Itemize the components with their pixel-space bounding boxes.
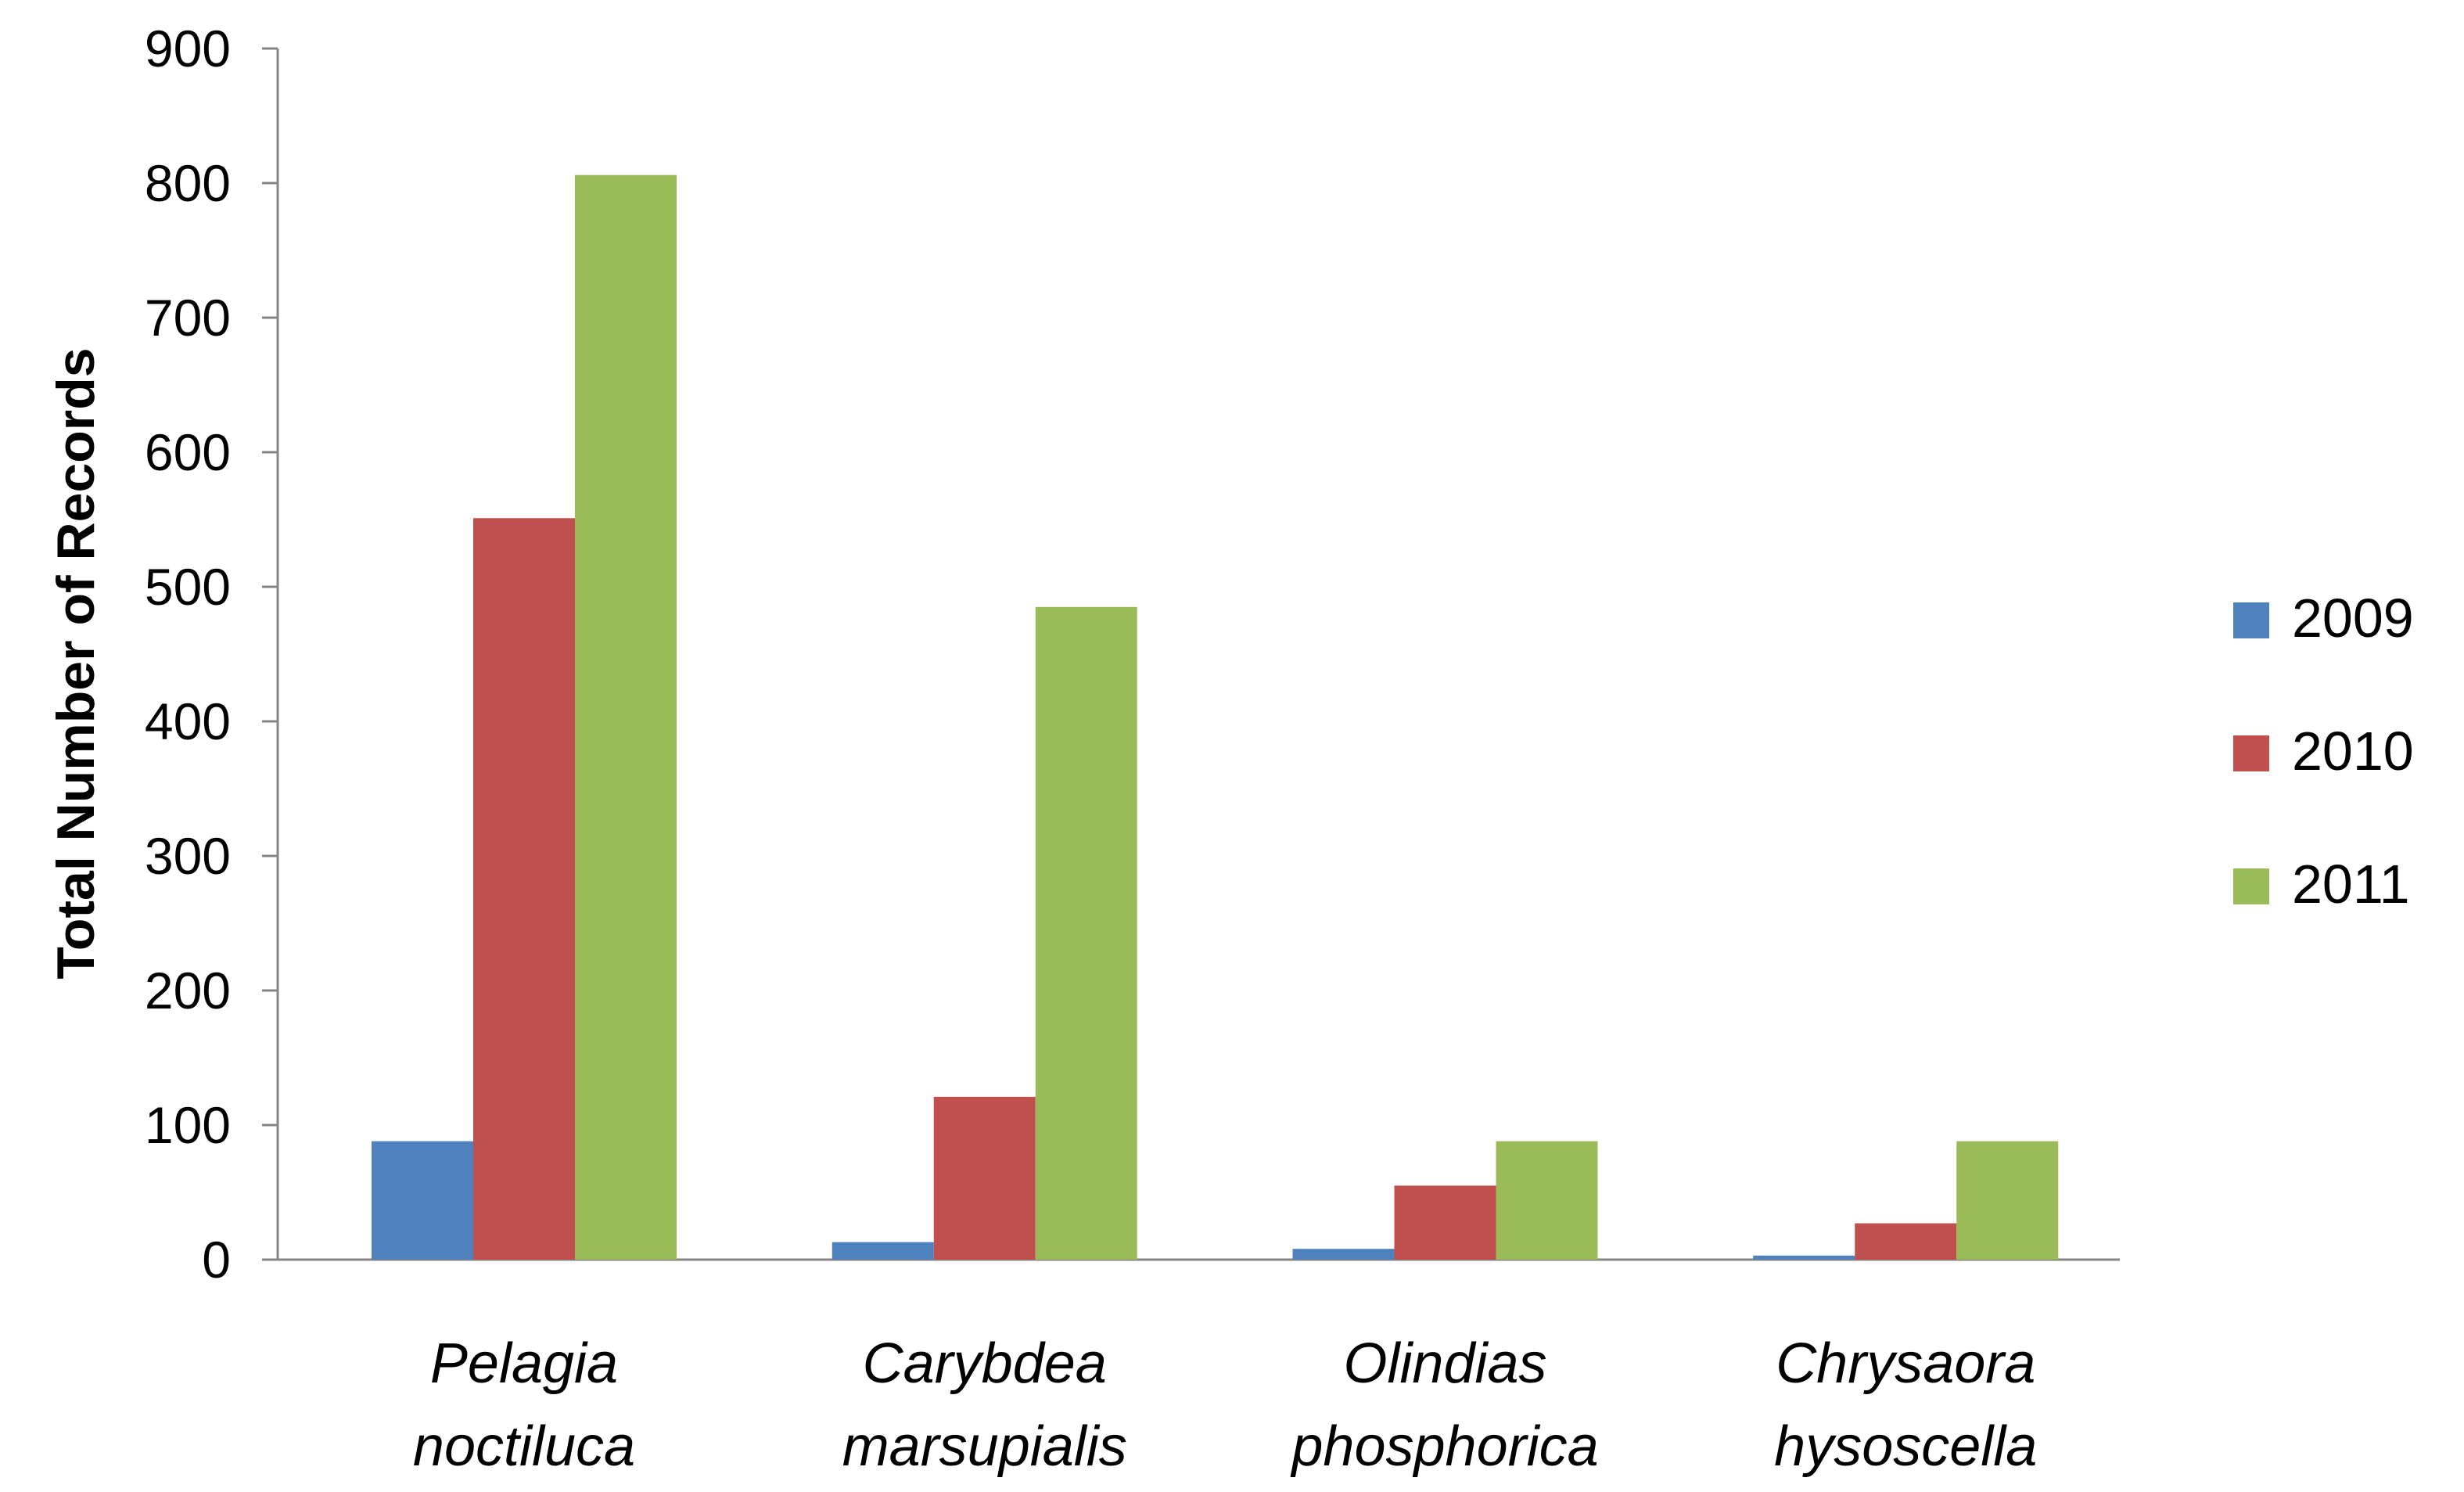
bar-2010 — [473, 518, 575, 1260]
bars — [372, 174, 2059, 1260]
bar-2011 — [1956, 1141, 2059, 1260]
y-tick-label: 200 — [145, 962, 231, 1019]
legend-label-2011: 2011 — [2292, 854, 2410, 915]
legend: 2009 2010 2011 — [2233, 588, 2414, 915]
y-tick-label: 0 — [202, 1231, 231, 1289]
legend-label-2009: 2009 — [2292, 588, 2414, 649]
bar-2010 — [933, 1096, 1036, 1260]
x-category-label: Olindias — [1343, 1332, 1546, 1395]
bar-2011 — [575, 174, 677, 1260]
y-tick-label: 400 — [145, 692, 231, 750]
bar-2009 — [1753, 1255, 1855, 1260]
legend-swatch-2011 — [2233, 868, 2269, 904]
x-category-label: marsupialis — [842, 1415, 1127, 1478]
y-tick-label: 500 — [145, 558, 231, 616]
x-category-label: phosphorica — [1290, 1415, 1598, 1478]
category-labels: Pelagia noctiluca Carybdea marsupialis Olind… — [413, 1332, 2037, 1478]
bar-2011 — [1496, 1141, 1598, 1260]
legend-swatch-2010 — [2233, 735, 2269, 771]
y-tick-label: 300 — [145, 827, 231, 885]
x-category-label: noctiluca — [413, 1415, 635, 1478]
y-tick-label: 800 — [145, 154, 231, 212]
y-tick-label: 100 — [145, 1096, 231, 1154]
bar-2009 — [372, 1141, 473, 1260]
bar-2010 — [1394, 1185, 1496, 1260]
x-category-label: hysoscella — [1774, 1415, 2037, 1478]
x-category-label: Chrysaora — [1776, 1332, 2035, 1395]
bar-2011 — [1035, 606, 1137, 1260]
y-tick-label: 600 — [145, 423, 231, 481]
legend-swatch-2009 — [2233, 602, 2269, 638]
x-category-label: Carybdea — [863, 1332, 1107, 1395]
bar-2009 — [832, 1242, 934, 1260]
y-axis-title: Total Number of Records — [46, 347, 106, 979]
legend-label-2010: 2010 — [2292, 721, 2414, 782]
y-tick-label: 900 — [145, 20, 231, 77]
bar-2009 — [1292, 1249, 1395, 1260]
y-tick-label: 700 — [145, 289, 231, 347]
y-axis: 0 100 200 300 400 500 600 700 800 900 — [145, 20, 279, 1289]
bar-2010 — [1855, 1223, 1957, 1260]
x-category-label: Pelagia — [430, 1332, 618, 1395]
